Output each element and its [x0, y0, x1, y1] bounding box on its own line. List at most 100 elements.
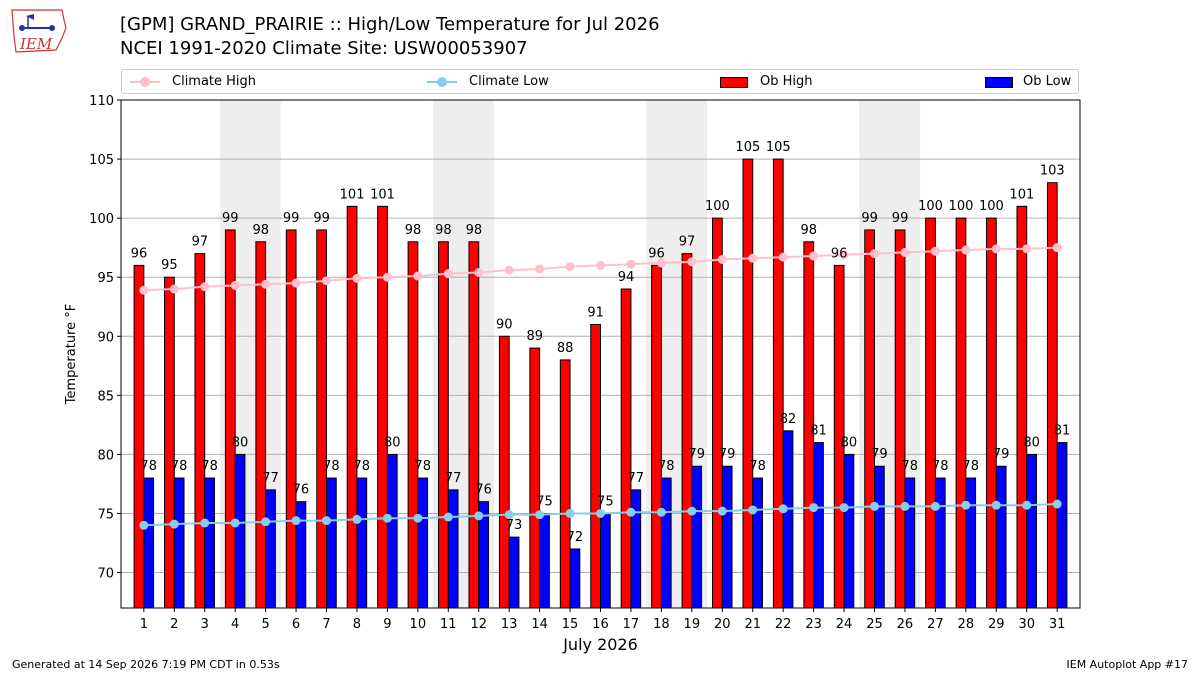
climate-low-point-day-25 [870, 501, 879, 511]
x-tick-label-29: 29 [988, 617, 1005, 632]
ob-high-bar-day-21 [742, 158, 754, 609]
ob-high-label-day-26: 99 [892, 211, 909, 226]
climate-low-point-day-31 [1052, 499, 1062, 509]
climate-low-point-day-23 [809, 503, 819, 513]
legend-item-climate-low: Climate Low [427, 74, 549, 90]
ob-high-bar-day-11 [438, 241, 449, 609]
ob-low-bar-day-31 [1056, 442, 1068, 609]
x-tick-label-18: 18 [653, 617, 670, 632]
x-tick-label-17: 17 [623, 617, 640, 632]
climate-low-point-day-2 [169, 519, 179, 529]
ob-low-bar-day-26 [904, 477, 916, 609]
x-tick-label-22: 22 [775, 617, 792, 632]
ob-low-label-day-22: 82 [780, 412, 797, 427]
page-title: [GPM] GRAND_PRAIRIE :: High/Low Temperat… [120, 13, 660, 61]
ob-low-bar-day-13 [508, 536, 520, 609]
ob-high-bar-day-1 [133, 264, 145, 609]
ob-low-label-day-31: 81 [1054, 424, 1071, 439]
ob-low-label-day-24: 80 [841, 435, 858, 450]
ob-low-bar-day-16 [600, 512, 611, 609]
ob-low-bar-day-7 [326, 477, 337, 609]
y-tick-label-80: 80 [97, 448, 114, 463]
climate-high-point-day-12 [474, 267, 484, 277]
legend-label-climate-high: Climate High [172, 74, 257, 89]
climate-low-point-day-27 [930, 501, 940, 511]
x-tick-label-2: 2 [170, 617, 178, 632]
climate-high-point-day-29 [991, 244, 1001, 254]
climate-low-line-icon [427, 74, 457, 90]
iem-logo: IEM [11, 9, 67, 53]
x-tick-label-10: 10 [410, 617, 427, 632]
climate-low-point-day-11 [443, 512, 453, 522]
climate-low-point-day-24 [839, 503, 849, 513]
y-tick-label-100: 100 [89, 212, 114, 227]
ob-high-label-day-20: 100 [705, 199, 730, 214]
ob-low-label-day-23: 81 [810, 424, 827, 439]
ob-low-bar-day-14 [539, 512, 550, 609]
ob-low-label-day-18: 78 [658, 459, 675, 474]
climate-high-point-day-16 [596, 260, 605, 270]
ob-high-bar-day-7 [316, 229, 328, 609]
ob-low-label-day-8: 78 [354, 459, 371, 474]
ob-high-bar-day-25 [864, 229, 875, 609]
ob-high-label-day-14: 89 [526, 329, 543, 344]
ob-low-label-day-5: 77 [262, 471, 279, 486]
ob-high-bar-day-5 [255, 241, 267, 609]
climate-high-point-day-24 [839, 250, 849, 260]
climate-high-point-day-9 [382, 272, 392, 282]
x-tick-label-9: 9 [383, 617, 391, 632]
ob-low-label-day-13: 73 [506, 518, 523, 533]
ob-low-bar-day-1 [143, 477, 155, 609]
ob-high-label-day-22: 105 [766, 140, 791, 155]
x-tick-label-27: 27 [927, 617, 944, 632]
climate-low-point-day-17 [626, 507, 636, 517]
ob-high-bar-day-22 [772, 158, 784, 609]
ob-low-bar-day-25 [874, 465, 885, 609]
x-tick-label-15: 15 [562, 617, 579, 632]
ob-low-label-day-1: 78 [140, 459, 157, 474]
title-line-1: [GPM] GRAND_PRAIRIE :: High/Low Temperat… [120, 14, 660, 35]
ob-high-bar-day-29 [986, 217, 997, 609]
climate-high-point-day-3 [200, 282, 210, 292]
climate-high-point-day-10 [413, 271, 423, 281]
climate-high-point-day-27 [930, 246, 940, 256]
climate-low-point-day-10 [413, 513, 423, 523]
climate-low-point-day-18 [656, 507, 666, 517]
x-tick-label-21: 21 [744, 617, 761, 632]
ob-high-label-day-9: 101 [370, 187, 395, 202]
ob-high-label-day-1: 96 [131, 246, 148, 261]
ob-low-label-day-6: 76 [293, 483, 310, 498]
ob-low-bar-day-2 [173, 477, 185, 609]
climate-low-point-day-9 [382, 513, 392, 523]
ob-low-label-day-16: 75 [597, 494, 614, 509]
climate-high-point-day-19 [687, 257, 697, 267]
x-tick-label-20: 20 [714, 617, 731, 632]
climate-high-point-day-13 [504, 265, 514, 275]
legend-label-climate-low: Climate Low [469, 74, 549, 89]
ob-high-bar-day-18 [651, 264, 662, 609]
climate-high-point-day-11 [443, 269, 453, 279]
climate-high-point-day-28 [961, 245, 971, 255]
ob-high-label-day-30: 101 [1009, 187, 1034, 202]
climate-low-point-day-7 [322, 516, 331, 526]
ob-low-bar-day-30 [1026, 453, 1037, 609]
ob-low-bar-day-22 [782, 430, 794, 609]
ob-low-label-day-19: 79 [688, 447, 705, 462]
x-tick-label-3: 3 [201, 617, 209, 632]
y-tick-label-110: 110 [89, 94, 114, 109]
ob-low-bar-day-18 [660, 477, 672, 609]
ob-low-bar-day-3 [204, 477, 215, 609]
ob-low-label-day-30: 80 [1023, 435, 1040, 450]
climate-high-point-day-15 [565, 262, 575, 272]
ob-high-label-day-16: 91 [587, 305, 604, 320]
climate-high-point-day-31 [1052, 243, 1062, 253]
ob-high-bar-day-26 [894, 229, 906, 609]
ob-high-bar-day-10 [407, 241, 419, 609]
legend-label-ob-high: Ob High [760, 74, 813, 89]
x-tick-label-23: 23 [805, 617, 822, 632]
legend-item-ob-high: Ob High [720, 74, 813, 90]
ob-low-label-day-21: 78 [749, 459, 766, 474]
climate-high-point-day-20 [717, 254, 727, 264]
ob-low-label-day-14: 75 [536, 494, 553, 509]
